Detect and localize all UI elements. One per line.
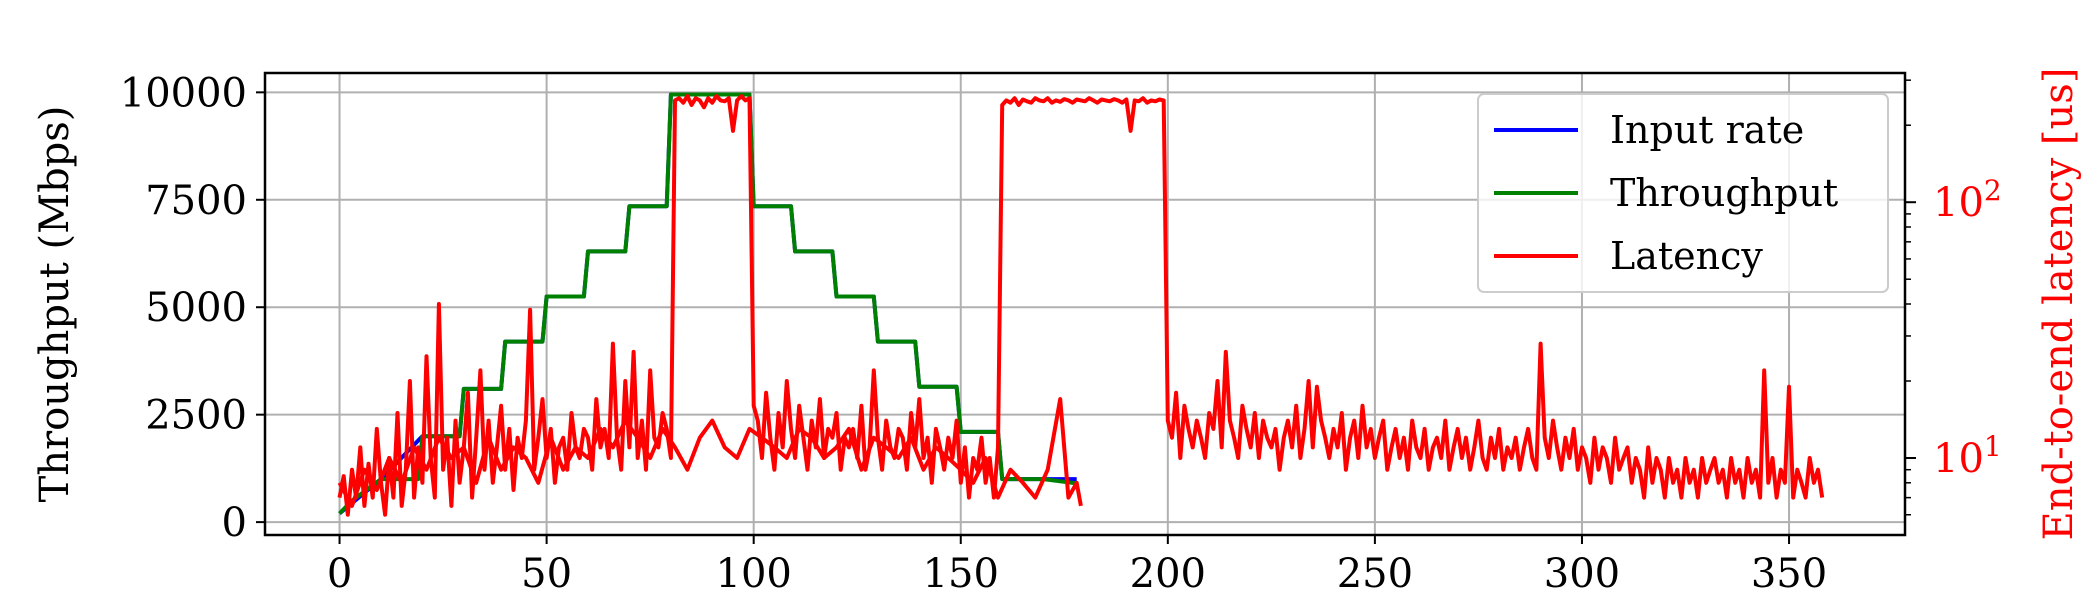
x-tick-label: 300 xyxy=(1544,551,1620,597)
x-tick-label: 0 xyxy=(327,551,352,597)
grid xyxy=(265,73,1905,535)
y2-tick-label: 101 xyxy=(1933,430,2002,482)
x-tick-label: 150 xyxy=(923,551,999,597)
x-tick-label: 350 xyxy=(1751,551,1827,597)
legend: Input rate Throughput Latency xyxy=(1477,93,1889,293)
y-tick-label: 7500 xyxy=(145,178,247,224)
legend-label: Latency xyxy=(1610,234,1763,278)
x-tick-label: 50 xyxy=(521,551,572,597)
legend-label: Throughput xyxy=(1610,171,1838,215)
x-tick-label: 250 xyxy=(1337,551,1413,597)
series-latency-3 xyxy=(337,397,1083,508)
y2-tick-label: 102 xyxy=(1933,174,2002,226)
legend-label: Input rate xyxy=(1610,108,1804,152)
x-tick-label: 200 xyxy=(1130,551,1206,597)
y-tick-label: 2500 xyxy=(145,393,247,439)
y-axis: 0 2500 5000 7500 10000 xyxy=(120,70,265,546)
series-layer xyxy=(337,92,1825,517)
series-latency xyxy=(337,94,1825,517)
y-tick-label: 0 xyxy=(222,500,247,546)
x-tick-label: 100 xyxy=(716,551,792,597)
right-y-axis: 101 102 xyxy=(1905,79,2002,516)
x-axis: 0 50 100 150 200 250 300 350 xyxy=(327,535,1827,597)
y-tick-label: 10000 xyxy=(120,70,247,116)
right-y-axis-title: End-to-end latency [us] xyxy=(2036,68,2082,541)
legend-box xyxy=(1477,93,1889,293)
y-tick-label: 5000 xyxy=(145,285,247,331)
series-throughput xyxy=(338,92,1077,515)
y-axis-title: Throughput (Mbps) xyxy=(32,106,78,503)
